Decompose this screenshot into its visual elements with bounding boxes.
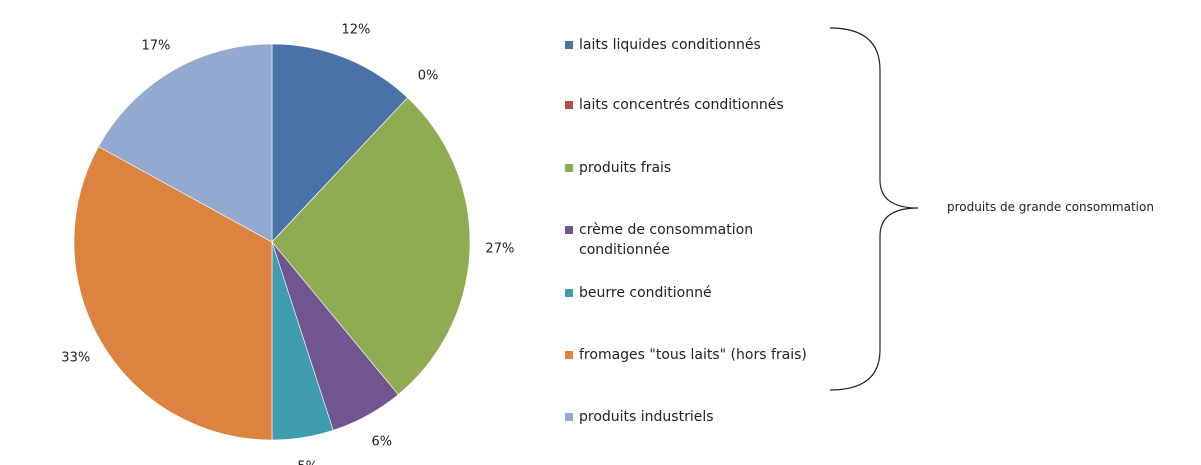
pie-slice [73, 146, 273, 441]
data-label: 33% [61, 351, 90, 366]
legend-entry: produits industriels [565, 407, 811, 427]
data-label: 27% [485, 242, 514, 257]
legend-entry: produits frais [565, 158, 811, 178]
annotation: produits de grande consommation [947, 200, 1154, 214]
legend-swatch [565, 101, 573, 109]
brace [829, 27, 919, 391]
legend-swatch [565, 41, 573, 49]
legend-entry: fromages "tous laits" (hors frais) [565, 345, 811, 365]
pie-slice [98, 43, 273, 243]
legend-entry: crème de consommation conditionnée [565, 220, 811, 260]
legend-label: beurre conditionné [579, 285, 712, 301]
legend-label: laits liquides conditionnés [579, 37, 761, 53]
legend-swatch [565, 226, 573, 234]
legend-swatch [565, 289, 573, 297]
legend-label: laits concentrés conditionnés [579, 97, 784, 113]
data-label: 5% [297, 460, 318, 465]
data-label: 6% [372, 434, 393, 449]
legend-entry: beurre conditionné [565, 283, 811, 303]
legend-entry: laits concentrés conditionnés [565, 95, 811, 115]
legend-label: fromages "tous laits" (hors frais) [579, 347, 807, 363]
legend-swatch [565, 413, 573, 421]
pie-slice [271, 97, 471, 395]
data-label: 0% [418, 68, 439, 83]
pie-slice [271, 43, 408, 243]
legend-label: produits industriels [579, 409, 714, 425]
data-label: 17% [141, 38, 170, 53]
legend-entry: laits liquides conditionnés [565, 35, 811, 55]
legend-swatch [565, 351, 573, 359]
legend-swatch [565, 164, 573, 172]
legend-label: produits frais [579, 160, 672, 176]
legend-label: crème de consommation conditionnée [579, 222, 754, 258]
data-label: 12% [341, 23, 370, 38]
